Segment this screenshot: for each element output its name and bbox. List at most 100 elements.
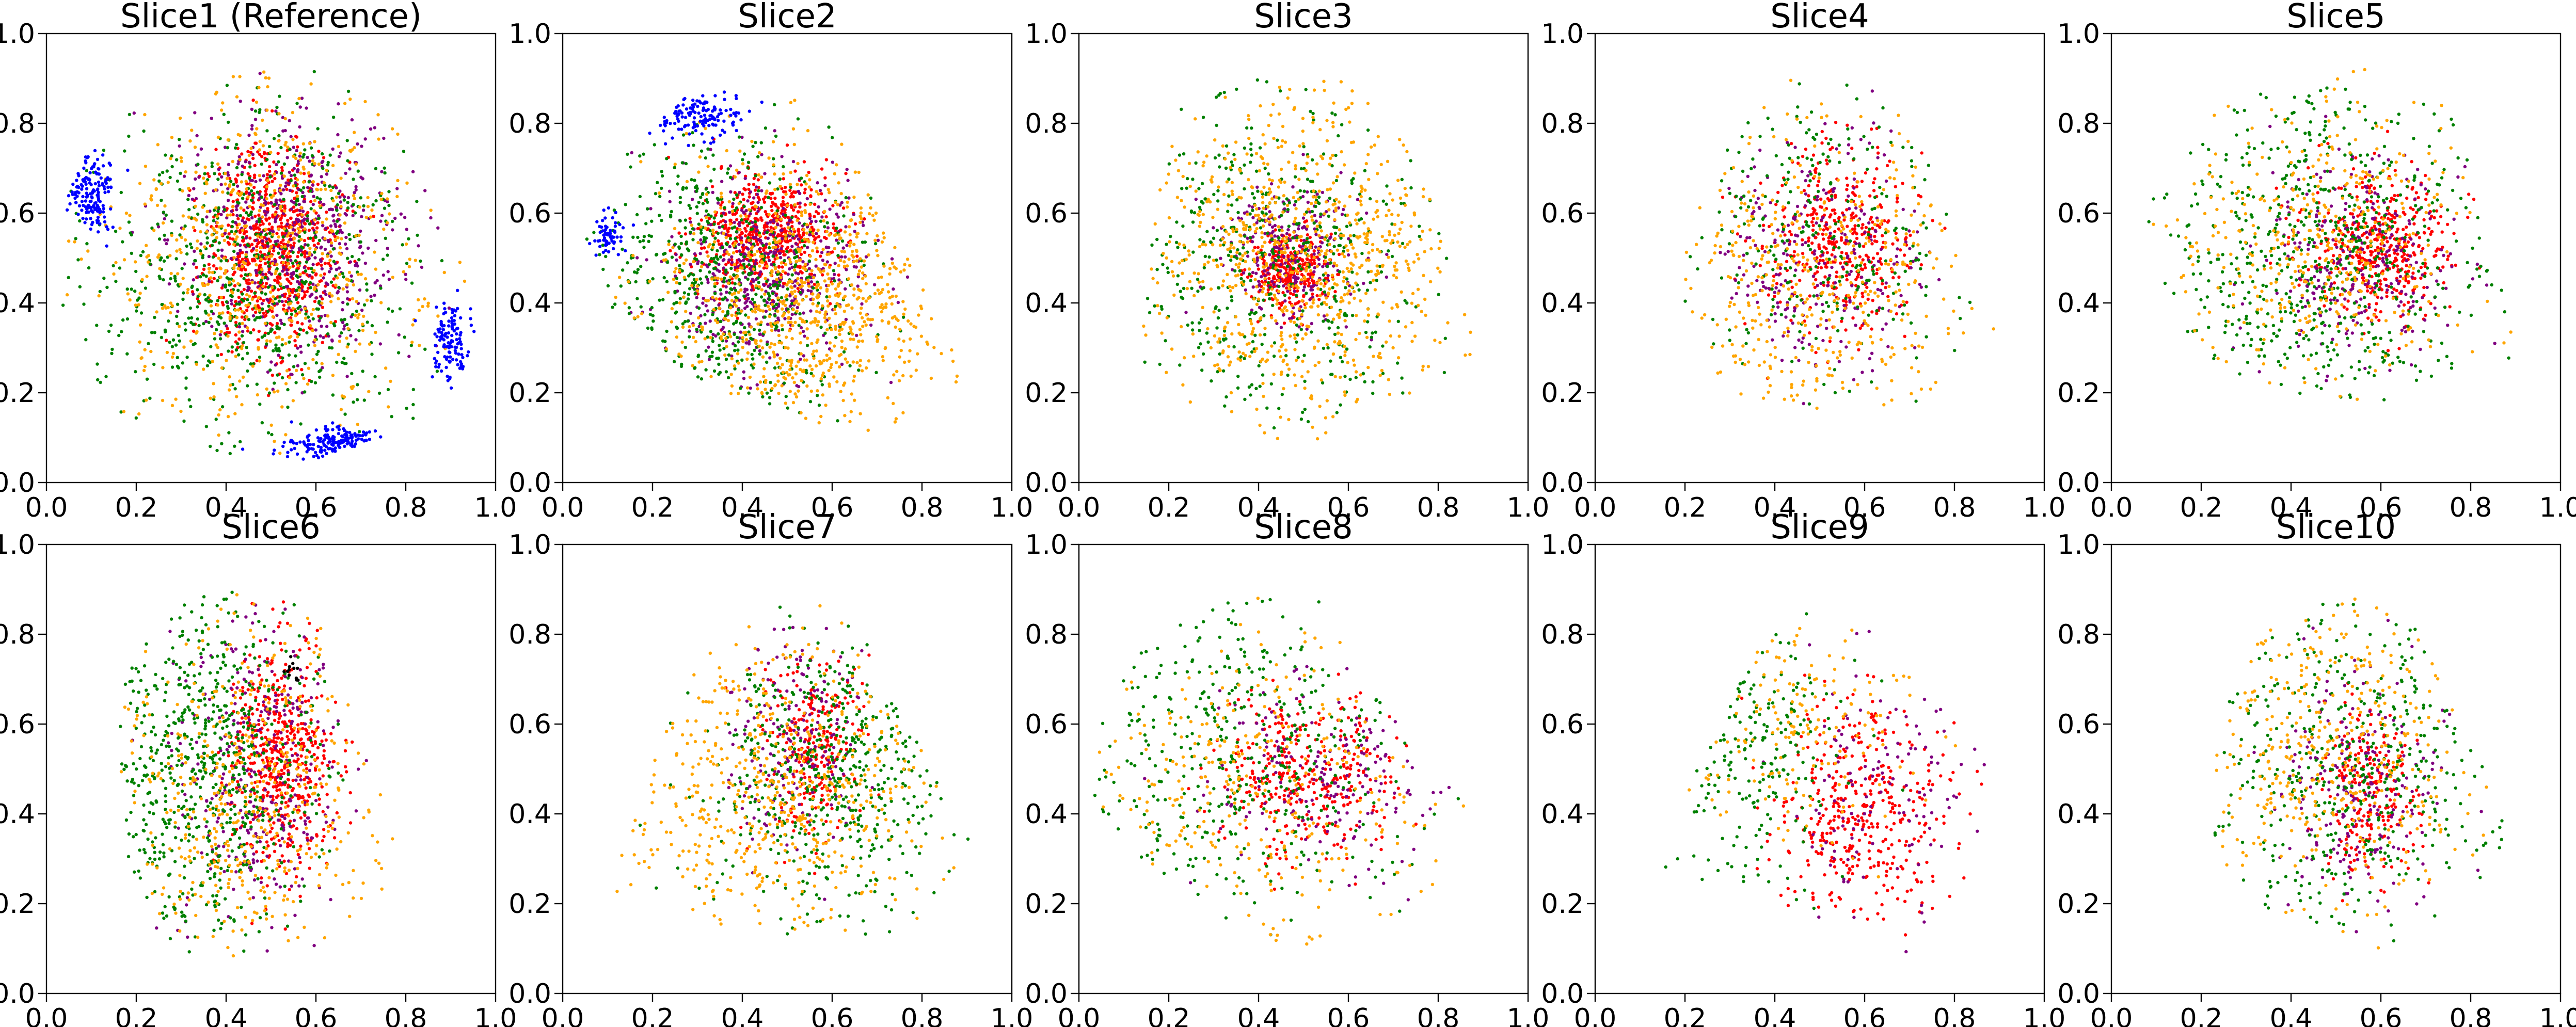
data-point <box>338 251 341 255</box>
data-point <box>798 201 802 205</box>
data-point <box>338 272 342 276</box>
data-point <box>355 262 358 265</box>
data-point <box>423 347 427 351</box>
data-point <box>289 301 292 305</box>
data-point <box>380 170 384 173</box>
data-point <box>255 127 259 131</box>
data-point <box>769 250 772 254</box>
data-point <box>79 257 83 261</box>
data-point <box>722 280 726 284</box>
data-point <box>183 322 187 326</box>
data-point <box>837 181 840 185</box>
data-point <box>299 237 303 242</box>
data-point <box>340 331 343 335</box>
data-point <box>305 290 309 294</box>
data-point <box>378 342 382 346</box>
data-point <box>282 440 286 444</box>
data-point <box>768 356 772 360</box>
data-point <box>443 332 447 336</box>
data-point <box>282 251 285 255</box>
data-point <box>187 398 191 402</box>
data-point <box>235 200 240 204</box>
data-point <box>798 234 802 237</box>
data-point <box>209 317 213 320</box>
data-point <box>802 160 806 164</box>
data-point <box>396 351 401 355</box>
data-point <box>448 355 452 359</box>
data-point <box>809 309 813 313</box>
data-point <box>182 227 185 231</box>
data-point <box>352 194 356 198</box>
data-point <box>678 264 681 267</box>
data-point <box>271 262 275 265</box>
data-point <box>279 318 282 322</box>
data-point <box>790 313 794 316</box>
data-point <box>118 266 122 270</box>
data-point <box>781 200 785 204</box>
data-point <box>772 202 776 206</box>
data-point <box>291 288 295 292</box>
data-point <box>374 199 378 203</box>
data-point <box>201 282 204 285</box>
data-point <box>730 299 734 302</box>
data-point <box>724 263 728 266</box>
data-point <box>343 317 346 322</box>
data-point <box>274 216 278 220</box>
x-tick-label: 0.2 <box>115 492 158 523</box>
data-point <box>311 308 315 312</box>
data-point <box>231 200 235 203</box>
data-point <box>728 237 733 240</box>
data-point <box>762 248 766 252</box>
data-point <box>355 309 359 313</box>
data-point <box>402 270 405 274</box>
data-point <box>793 279 797 283</box>
data-point <box>144 165 148 168</box>
data-point <box>169 311 172 315</box>
data-point <box>699 377 704 381</box>
data-point <box>747 391 751 395</box>
data-point <box>285 234 289 238</box>
data-point <box>370 324 374 328</box>
data-point <box>251 156 255 161</box>
data-point <box>711 190 714 195</box>
data-point <box>342 198 346 202</box>
data-point <box>267 216 271 220</box>
data-point <box>381 258 385 261</box>
data-point <box>114 230 118 233</box>
data-point <box>767 213 771 216</box>
data-point <box>743 255 746 259</box>
data-point <box>316 127 320 131</box>
data-point <box>365 282 369 286</box>
data-point <box>805 344 809 347</box>
data-point <box>311 263 315 266</box>
data-point <box>240 403 244 407</box>
data-point <box>309 200 313 203</box>
data-point <box>344 242 347 246</box>
data-point <box>711 228 715 232</box>
data-point <box>370 208 374 212</box>
data-point <box>363 277 368 281</box>
data-point <box>174 343 178 347</box>
data-point <box>708 229 712 233</box>
data-point <box>795 384 799 388</box>
data-point <box>802 244 806 248</box>
data-point <box>229 180 233 183</box>
data-point <box>833 261 837 265</box>
data-point <box>281 261 285 265</box>
data-point <box>455 358 458 362</box>
data-point <box>775 286 780 290</box>
data-point <box>844 255 847 259</box>
data-point <box>767 156 771 160</box>
data-point <box>731 202 735 205</box>
data-point <box>367 390 371 393</box>
data-point <box>197 175 201 179</box>
data-point <box>255 100 259 104</box>
data-point <box>354 234 358 238</box>
data-point <box>228 242 231 246</box>
data-point <box>881 231 885 235</box>
data-point <box>745 386 750 390</box>
data-point <box>196 305 199 309</box>
data-point <box>197 324 201 327</box>
data-point <box>304 269 308 273</box>
data-point <box>311 202 315 206</box>
